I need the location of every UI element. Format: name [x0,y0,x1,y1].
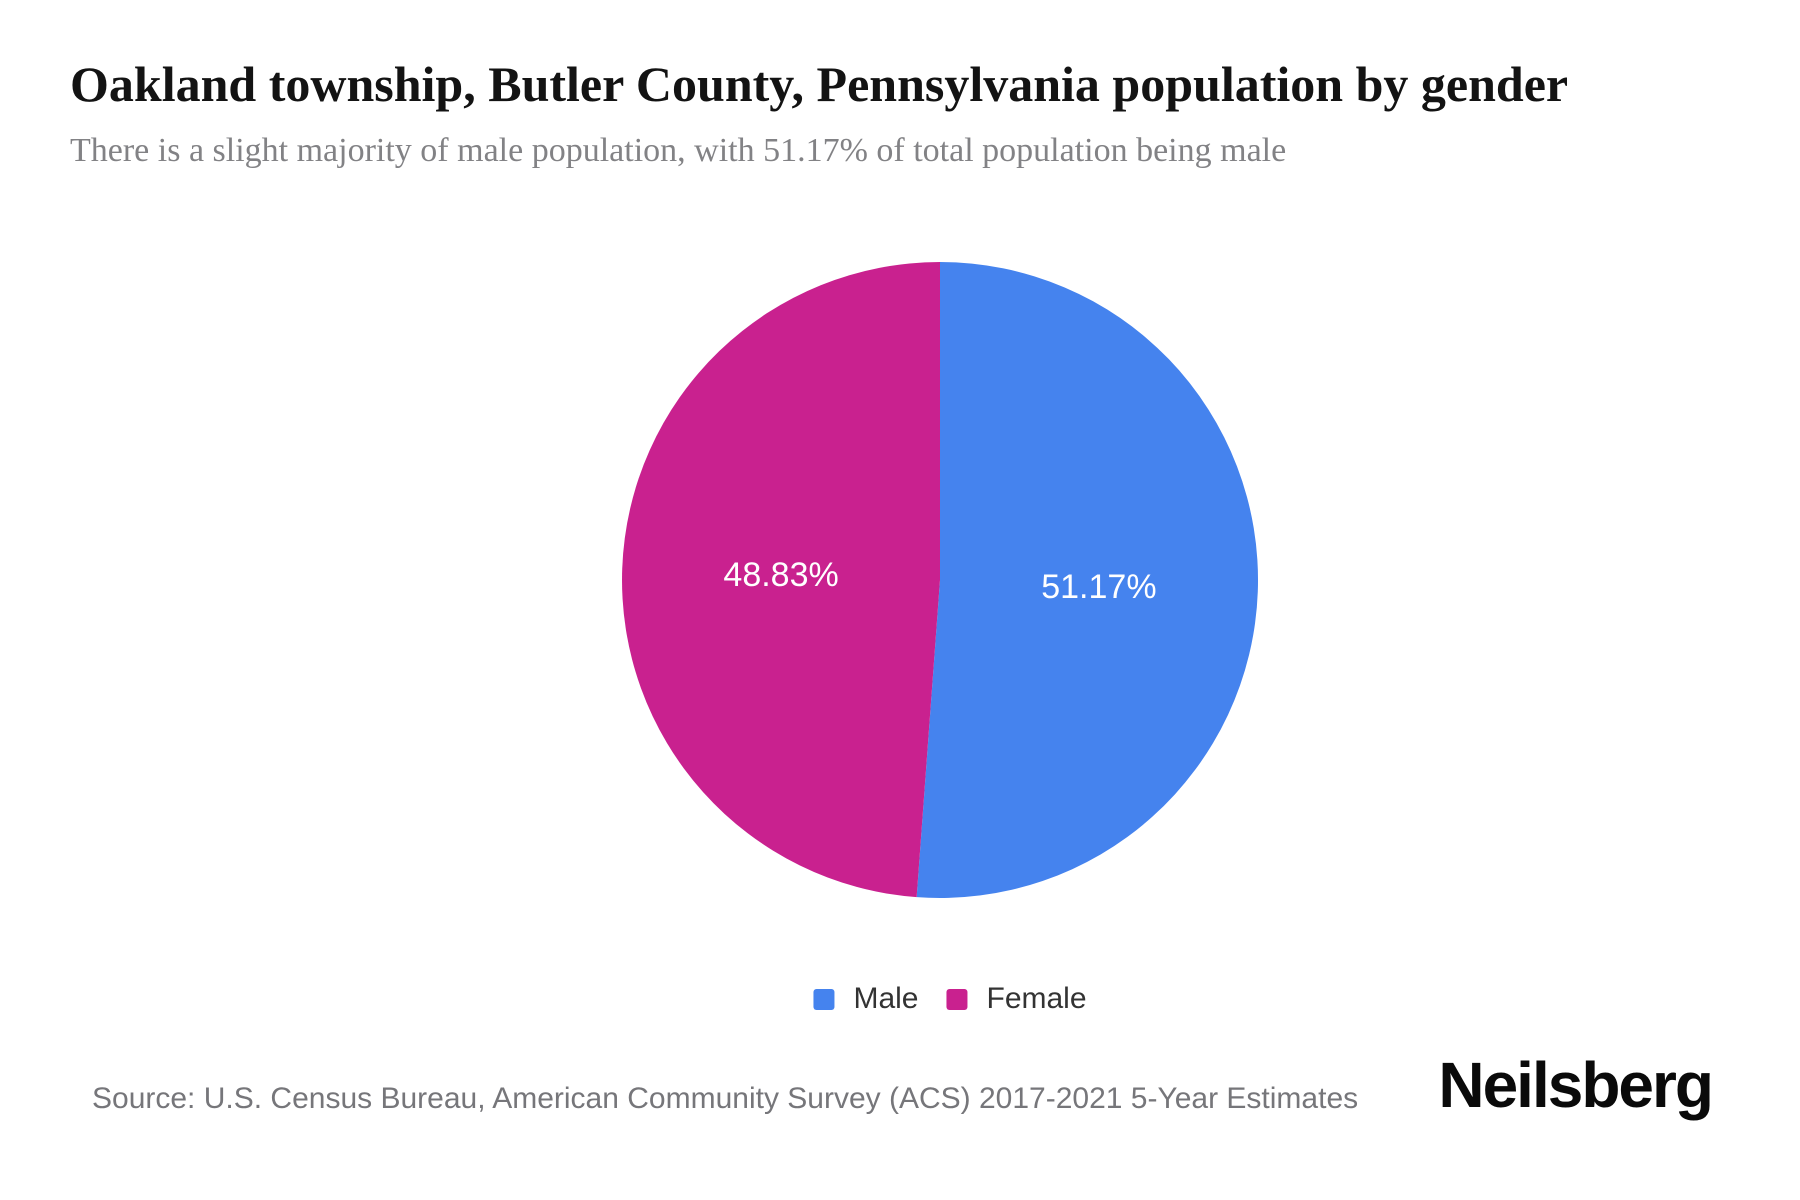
pie-slice-female[interactable] [622,262,940,898]
chart-legend: Male Female [813,982,1087,1016]
legend-label-male: Male [853,982,919,1015]
legend-item-female[interactable]: Female [946,982,1087,1016]
pie-chart-area: 51.17% 48.83% [620,260,1260,900]
pie-slice-label-male: 51.17% [1041,568,1156,606]
chart-title: Oakland township, Butler County, Pennsyl… [70,56,1569,112]
male-swatch-icon [813,988,835,1010]
source-attribution: Source: U.S. Census Bureau, American Com… [92,1082,1359,1115]
pie-slice-label-female: 48.83% [723,556,838,594]
pie-slice-male[interactable] [916,262,1259,898]
legend-item-male[interactable]: Male [813,982,918,1016]
neilsberg-logo: Neilsberg [1438,1049,1714,1121]
female-swatch-icon [946,988,968,1010]
legend-label-female: Female [986,982,1087,1015]
chart-subtitle: There is a slight majority of male popul… [70,132,1287,169]
pie-chart: 51.17% 48.83% [622,262,1259,898]
